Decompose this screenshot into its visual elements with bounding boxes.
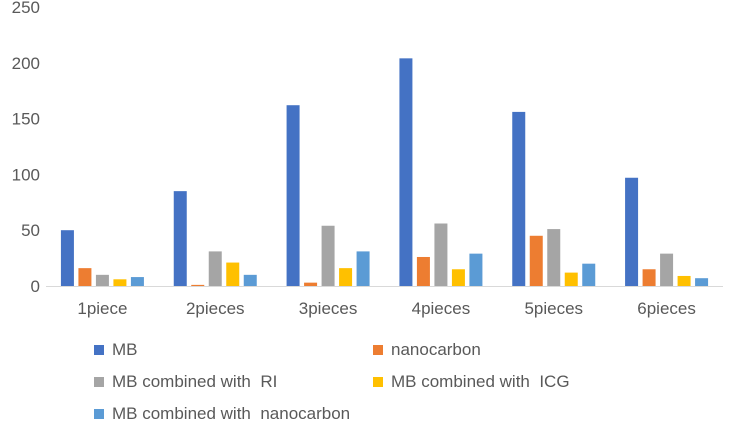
- bar-6pieces-series-0: [625, 177, 639, 286]
- bar-3pieces-series-3: [339, 268, 353, 286]
- x-tick-label-3pieces: 3pieces: [299, 299, 358, 318]
- bar-5pieces-series-2: [547, 229, 561, 286]
- bar-6pieces-series-1: [642, 269, 656, 286]
- bar-5pieces-series-4: [582, 263, 596, 286]
- y-tick-label: 0: [31, 277, 40, 296]
- bar-4pieces-series-0: [399, 58, 413, 287]
- bar-1piece-series-3: [113, 279, 127, 286]
- x-tick-label-6pieces: 6pieces: [637, 299, 696, 318]
- x-tick-label-1piece: 1piece: [77, 299, 127, 318]
- y-tick-label: 50: [21, 221, 40, 240]
- x-axis: 1piece 2pieces 3pieces 4pieces 5pieces 6piece…: [77, 299, 696, 318]
- bar-4pieces-series-4: [469, 253, 483, 286]
- bar-4pieces-series-1: [416, 256, 430, 286]
- y-tick-label: 200: [12, 54, 40, 73]
- bar-5pieces-series-3: [564, 272, 578, 286]
- bar-1piece-series-4: [130, 277, 144, 286]
- bar-2pieces-series-0: [173, 191, 187, 286]
- bar-3pieces-series-0: [286, 105, 300, 287]
- bar-6pieces-series-3: [677, 275, 691, 286]
- bar-2pieces-series-3: [226, 262, 240, 286]
- bar-5pieces-series-0: [512, 111, 526, 287]
- x-tick-label-4pieces: 4pieces: [412, 299, 471, 318]
- bar-1piece-series-0: [60, 230, 74, 286]
- x-tick-label-5pieces: 5pieces: [524, 299, 583, 318]
- y-tick-label: 250: [12, 0, 40, 17]
- bar-4pieces-series-3: [451, 269, 465, 286]
- bars: [60, 58, 709, 287]
- bar-2pieces-series-1: [191, 284, 205, 286]
- bar-3pieces-series-1: [304, 282, 318, 286]
- bar-2pieces-series-2: [208, 251, 222, 286]
- y-tick-label: 100: [12, 165, 40, 184]
- bar-6pieces-series-2: [660, 253, 674, 286]
- bar-5pieces-series-1: [529, 235, 543, 286]
- bar-2pieces-series-4: [243, 274, 257, 286]
- x-tick-label-2pieces: 2pieces: [186, 299, 245, 318]
- y-axis: 0 50 100 150 200 250: [12, 0, 40, 296]
- bar-3pieces-series-4: [356, 251, 370, 286]
- y-tick-label: 150: [12, 110, 40, 129]
- bar-1piece-series-2: [95, 274, 109, 286]
- bar-4pieces-series-2: [434, 223, 448, 286]
- bar-1piece-series-1: [78, 268, 92, 286]
- bar-6pieces-series-4: [695, 278, 709, 286]
- bar-3pieces-series-2: [321, 225, 335, 286]
